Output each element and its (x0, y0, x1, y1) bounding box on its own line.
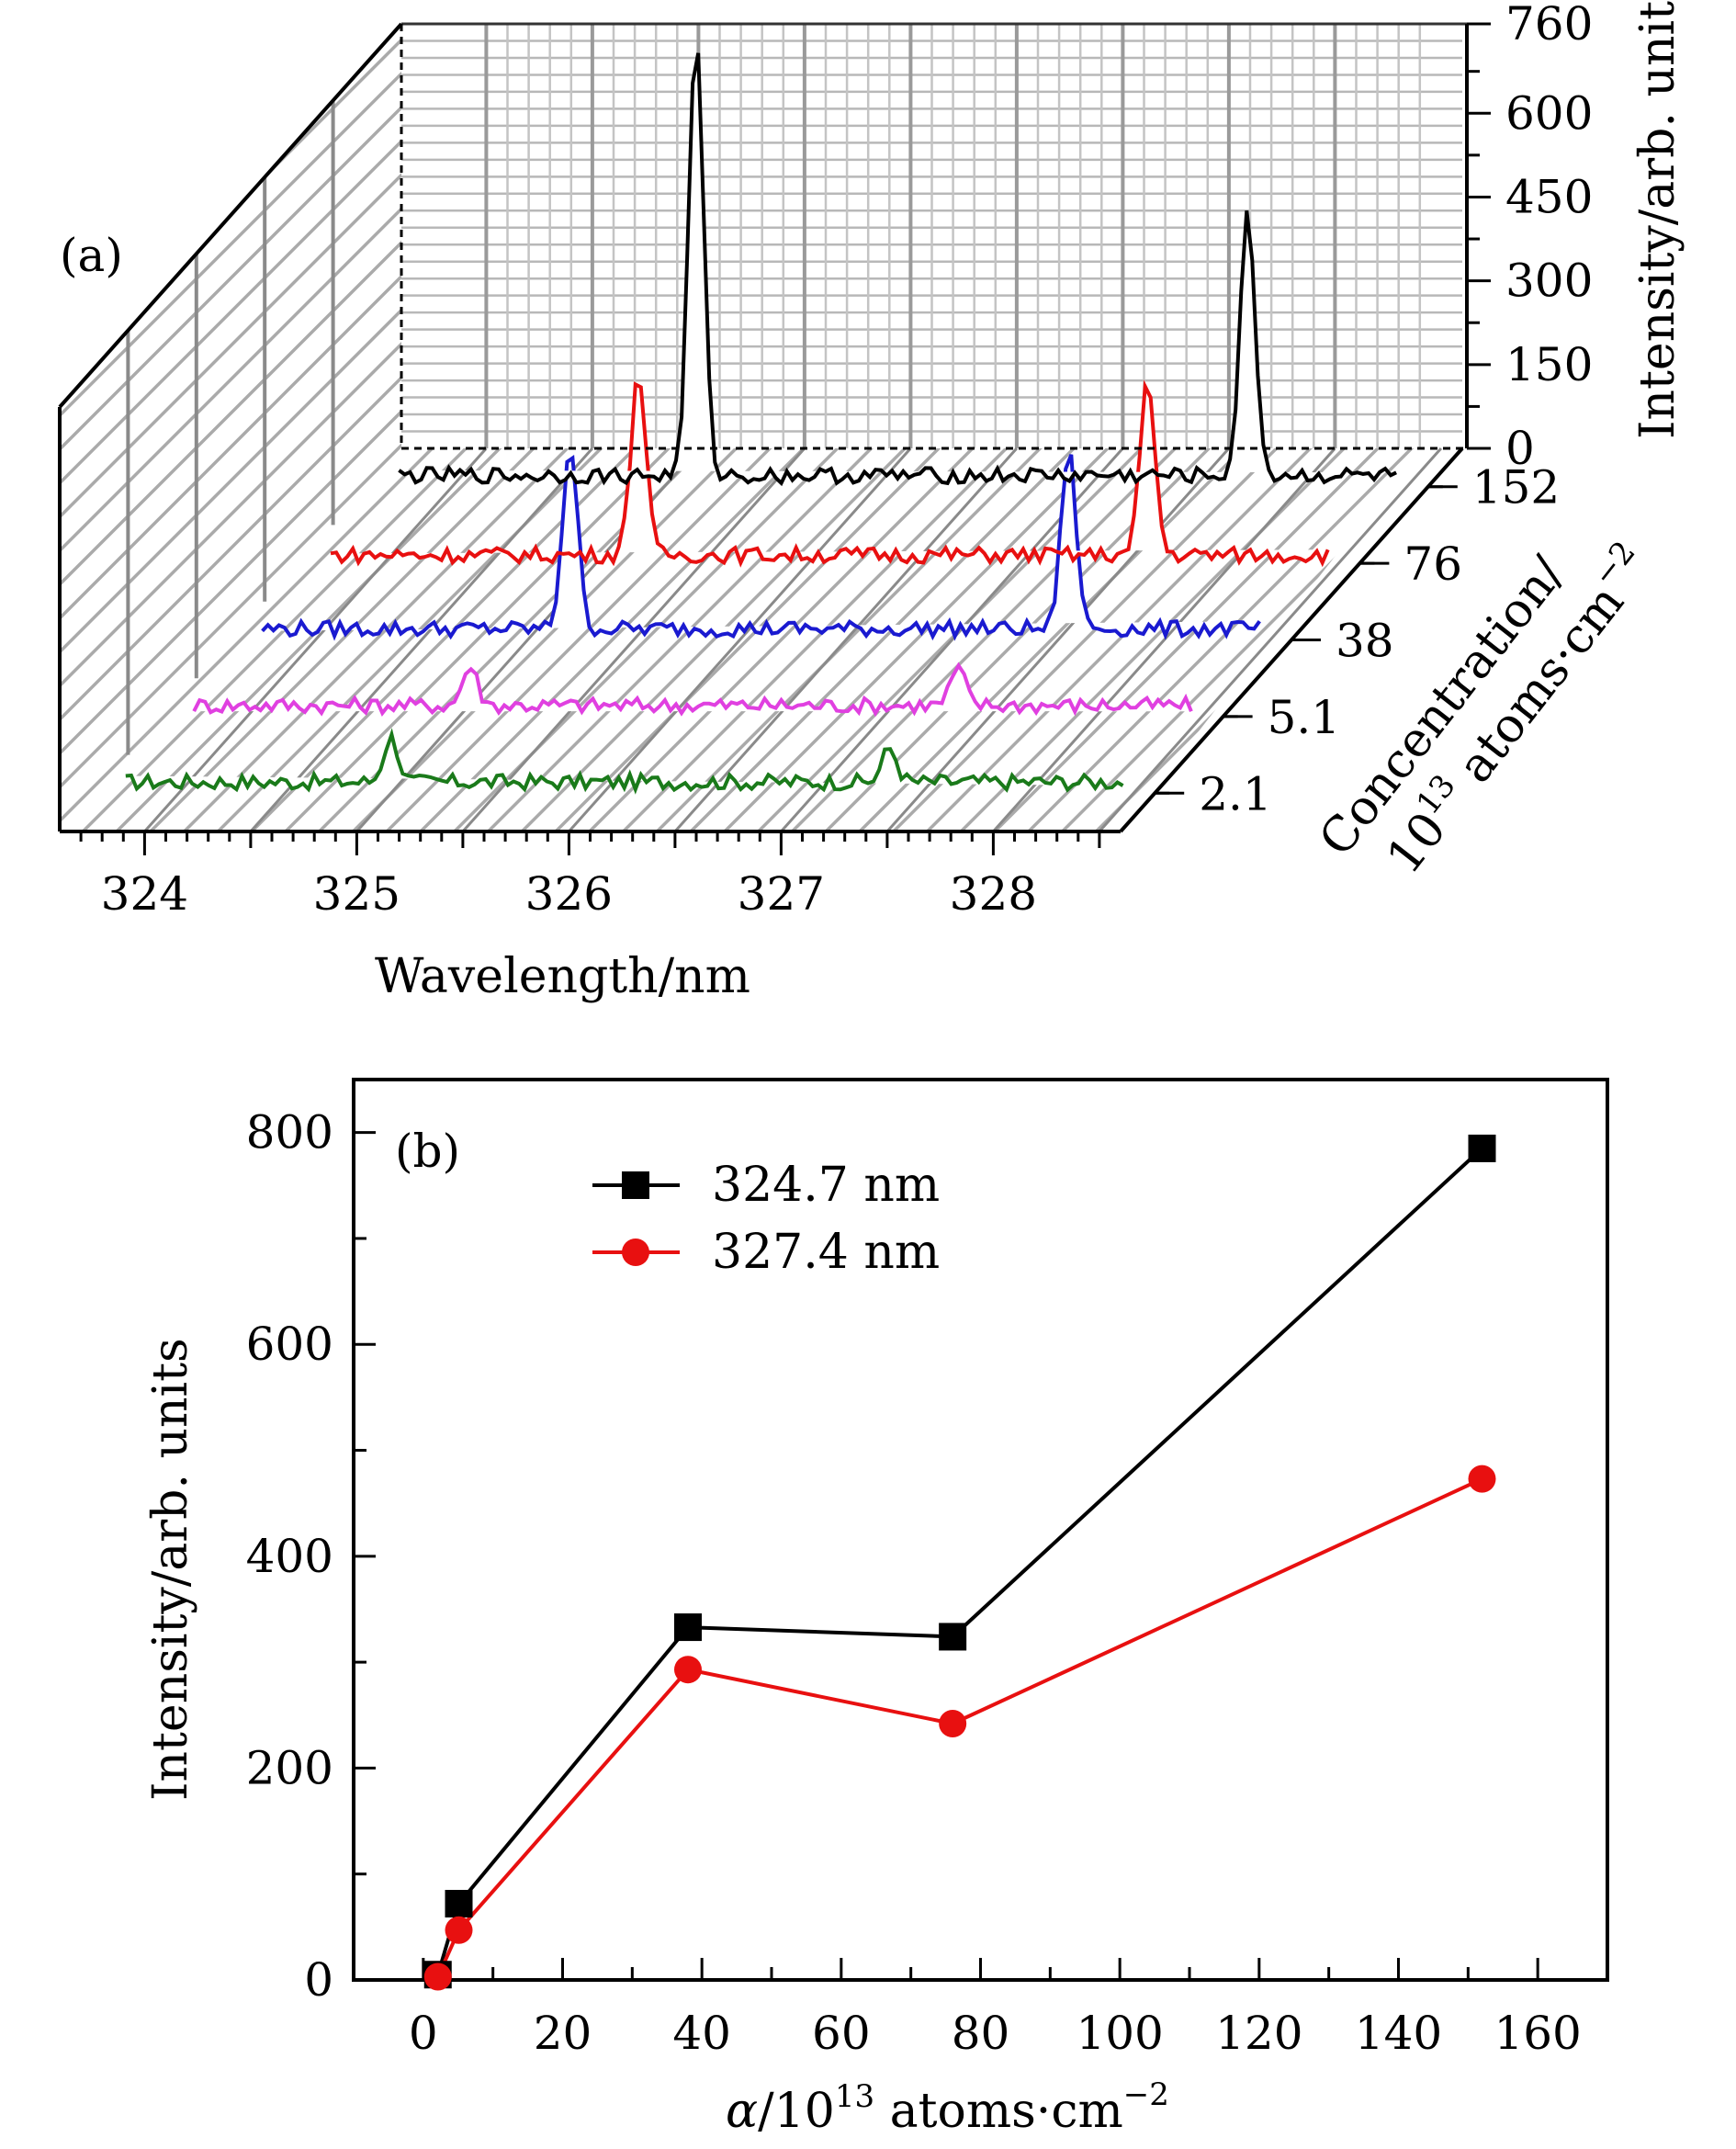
concentration-tick-label: 152 (1472, 461, 1560, 515)
panel-a-xlabel: Wavelength/nm (375, 949, 750, 1004)
waterfall-traces (125, 52, 1397, 795)
point-327-4 (1468, 1465, 1496, 1493)
left-wall-plane (60, 24, 401, 831)
x-tick-label-b: 80 (952, 2007, 1010, 2060)
panel-b-ylabel: Intensity/arb. units (143, 1338, 198, 1801)
trace-5.1 (192, 662, 1193, 718)
x-tick-label-b: 140 (1355, 2007, 1442, 2060)
panel-a-ylabel: Intensity/arb. units (1630, 0, 1685, 439)
x-tick-label-a: 324 (101, 867, 188, 921)
x-tick-label-b: 60 (812, 2007, 871, 2060)
x-tick-label-b: 40 (672, 2007, 731, 2060)
point-327-0 (423, 1962, 452, 1991)
x-tick-label-a: 325 (313, 867, 400, 921)
intensity-tick-label-a: 600 (1505, 86, 1593, 140)
trace-76 (330, 379, 1330, 568)
point-327-2 (674, 1656, 702, 1684)
intensity-tick-label-a: 300 (1505, 254, 1593, 308)
panel-b-plot-frame (352, 1078, 1609, 1982)
trace-fill-5.1 (194, 665, 1191, 714)
x-tick-label-b: 20 (534, 2007, 592, 2060)
panel-a-x-ticks: 324 325 326 327 328 (79, 831, 1101, 921)
concentration-tick-label: 38 (1336, 615, 1394, 668)
panel-a-intensity-ticks: 0 150 300 450 600 760 (1467, 0, 1593, 475)
trace-2.1 (125, 728, 1124, 795)
intensity-tick-label-a: 0 (1505, 422, 1535, 475)
y-tick-label-b: 800 (246, 1106, 333, 1159)
panel-b-xlabel: α/1013 atoms·cm−2 (726, 2076, 1169, 2139)
point-324-2 (674, 1613, 702, 1642)
y-tick-label-b: 600 (246, 1318, 333, 1371)
floor-gridlines (143, 447, 1443, 832)
point-324-3 (939, 1623, 967, 1651)
x-tick-label-b: 160 (1494, 2007, 1581, 2060)
panel-a-label: (a) (60, 229, 123, 282)
x-tick-label-b: 0 (409, 2007, 438, 2060)
legend-label-324: 324.7 nm (712, 1158, 940, 1213)
concentration-tick-label: 5.1 (1268, 691, 1341, 744)
y-tick-label-b: 400 (246, 1530, 333, 1583)
point-324-4 (1468, 1134, 1496, 1162)
intensity-tick-label-a: 150 (1505, 338, 1593, 391)
concentration-tick-label: 2.1 (1199, 767, 1272, 820)
legend-label-327: 327.4 nm (712, 1225, 940, 1280)
x-tick-label-b: 100 (1076, 2007, 1163, 2060)
intensity-tick-label-a: 760 (1505, 0, 1593, 51)
y-tick-label-b: 0 (304, 1953, 333, 2007)
y-tick-label-b: 200 (246, 1741, 333, 1794)
back-wall-grid (401, 24, 1462, 448)
panel-b-label: (b) (395, 1125, 460, 1178)
left-wall-gridlines (126, 100, 335, 755)
point-327-3 (939, 1709, 967, 1737)
concentration-tick-label: 76 (1403, 537, 1462, 591)
series-line-0 (435, 1147, 1483, 1975)
x-tick-label-a: 326 (525, 867, 613, 921)
x-tick-label-a: 328 (950, 867, 1037, 921)
trace-152 (398, 52, 1397, 487)
panel-b-y-ticks: 0 200 400 600 800 (246, 1106, 376, 2007)
x-tick-label-a: 327 (738, 867, 825, 921)
point-327-1 (445, 1916, 473, 1944)
x-tick-label-b: 120 (1215, 2007, 1302, 2060)
panel-b-x-ticks: 0 20 40 60 80 100 120 140 160 (352, 1958, 1609, 2060)
trace-38 (261, 454, 1261, 641)
point-324-1 (445, 1889, 473, 1917)
panel-b-series (423, 1134, 1496, 1991)
legend: 324.7 nm 327.4 nm (592, 1158, 940, 1280)
intensity-tick-label-a: 450 (1505, 170, 1593, 223)
